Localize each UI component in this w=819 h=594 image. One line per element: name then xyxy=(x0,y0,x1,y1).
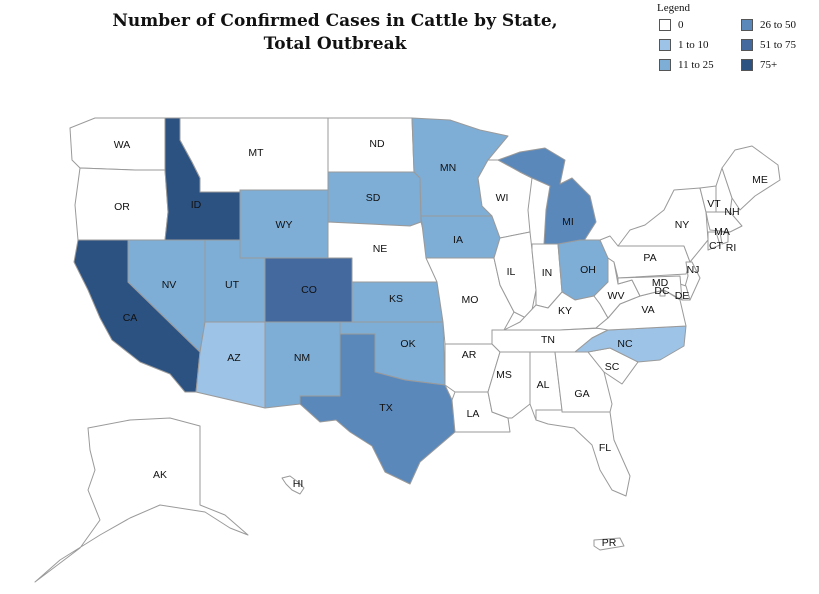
legend-item-3: 26 to 50 xyxy=(741,19,796,31)
state-label-ct: CT xyxy=(709,240,724,252)
legend-title: Legend xyxy=(657,2,690,14)
legend-swatch xyxy=(741,39,753,51)
legend-label: 26 to 50 xyxy=(760,19,797,31)
state-label-mo: MO xyxy=(462,294,479,306)
legend-item-4: 51 to 75 xyxy=(741,39,796,51)
state-label-id: ID xyxy=(191,199,202,211)
state-label-ky: KY xyxy=(558,305,572,317)
state-label-va: VA xyxy=(641,304,654,316)
state-mi[interactable] xyxy=(497,147,597,245)
state-label-nv: NV xyxy=(162,279,177,291)
state-label-de: DE xyxy=(675,290,690,302)
state-md[interactable] xyxy=(617,275,683,301)
state-label-vt: VT xyxy=(707,198,721,210)
state-label-nm: NM xyxy=(294,352,310,364)
legend-label: 11 to 25 xyxy=(678,59,714,71)
state-label-dc: DC xyxy=(654,285,670,297)
state-ms[interactable] xyxy=(487,351,531,419)
legend-swatch xyxy=(741,59,753,71)
legend-item-5: 75+ xyxy=(741,59,777,71)
state-nh[interactable] xyxy=(715,167,733,213)
map-title: Number of Confirmed Cases in Cattle by S… xyxy=(100,10,570,56)
state-nc[interactable] xyxy=(574,325,687,363)
state-ct[interactable] xyxy=(707,231,721,251)
state-label-ia: IA xyxy=(453,234,463,246)
legend-item-0: 0 xyxy=(659,19,684,31)
legend-label: 0 xyxy=(678,19,684,31)
legend-label: 75+ xyxy=(760,59,778,71)
state-label-mt: MT xyxy=(248,147,264,159)
state-pr[interactable] xyxy=(593,537,625,551)
state-label-oh: OH xyxy=(580,264,596,276)
state-label-la: LA xyxy=(467,408,480,420)
state-label-mn: MN xyxy=(440,162,456,174)
state-label-wv: WV xyxy=(608,290,625,302)
state-label-ms: MS xyxy=(496,369,512,381)
state-label-ny: NY xyxy=(675,219,690,231)
state-dc[interactable] xyxy=(659,290,666,297)
state-label-ri: RI xyxy=(726,242,737,254)
legend-swatch xyxy=(659,39,671,51)
state-label-az: AZ xyxy=(227,352,241,364)
state-label-wa: WA xyxy=(114,139,131,151)
state-hi[interactable] xyxy=(281,475,305,495)
state-label-co: CO xyxy=(301,284,317,296)
state-label-or: OR xyxy=(114,201,130,213)
state-label-pa: PA xyxy=(643,252,656,264)
state-label-wi: WI xyxy=(496,192,509,204)
legend-item-2: 11 to 25 xyxy=(659,59,714,71)
state-label-ks: KS xyxy=(389,293,403,305)
state-label-md: MD xyxy=(652,277,669,289)
legend-label: 51 to 75 xyxy=(760,39,797,51)
legend-swatch xyxy=(741,19,753,31)
state-label-ut: UT xyxy=(225,279,240,291)
legend-swatch xyxy=(659,19,671,31)
state-label-il: IL xyxy=(507,266,516,278)
state-az[interactable] xyxy=(195,321,266,409)
state-label-fl: FL xyxy=(599,442,611,454)
state-label-hi: HI xyxy=(293,478,304,490)
map-title-line-1: Number of Confirmed Cases in Cattle by S… xyxy=(112,11,558,31)
state-label-ak: AK xyxy=(153,469,167,481)
state-label-ar: AR xyxy=(462,349,477,361)
state-nm[interactable] xyxy=(264,321,341,409)
state-ma[interactable] xyxy=(705,211,743,233)
state-label-ne: NE xyxy=(373,243,388,255)
state-label-ga: GA xyxy=(574,388,589,400)
state-ak[interactable] xyxy=(34,417,249,583)
state-label-tx: TX xyxy=(379,402,392,414)
state-label-nh: NH xyxy=(724,206,739,218)
state-label-ok: OK xyxy=(400,338,415,350)
state-label-al: AL xyxy=(537,379,550,391)
legend: Legend 0 1 to 10 11 to 25 26 to 50 51 to… xyxy=(655,2,815,78)
state-label-nj: NJ xyxy=(687,264,700,276)
state-label-sd: SD xyxy=(366,192,381,204)
state-label-nc: NC xyxy=(617,338,633,350)
state-fl[interactable] xyxy=(535,409,631,497)
state-label-me: ME xyxy=(752,174,768,186)
state-label-ma: MA xyxy=(714,226,730,238)
state-label-mi: MI xyxy=(562,216,574,228)
legend-label: 1 to 10 xyxy=(678,39,709,51)
state-label-nd: ND xyxy=(369,138,385,150)
state-ri[interactable] xyxy=(719,231,729,245)
state-label-ca: CA xyxy=(123,312,138,324)
state-me[interactable] xyxy=(721,145,781,211)
state-label-wy: WY xyxy=(276,219,293,231)
state-label-sc: SC xyxy=(605,361,620,373)
legend-swatch xyxy=(659,59,671,71)
state-label-in: IN xyxy=(542,267,553,279)
map-title-line-2: Total Outbreak xyxy=(263,34,407,54)
state-label-tn: TN xyxy=(541,334,555,346)
state-tx[interactable] xyxy=(299,333,456,485)
state-label-pr: PR xyxy=(602,537,617,549)
legend-item-1: 1 to 10 xyxy=(659,39,709,51)
